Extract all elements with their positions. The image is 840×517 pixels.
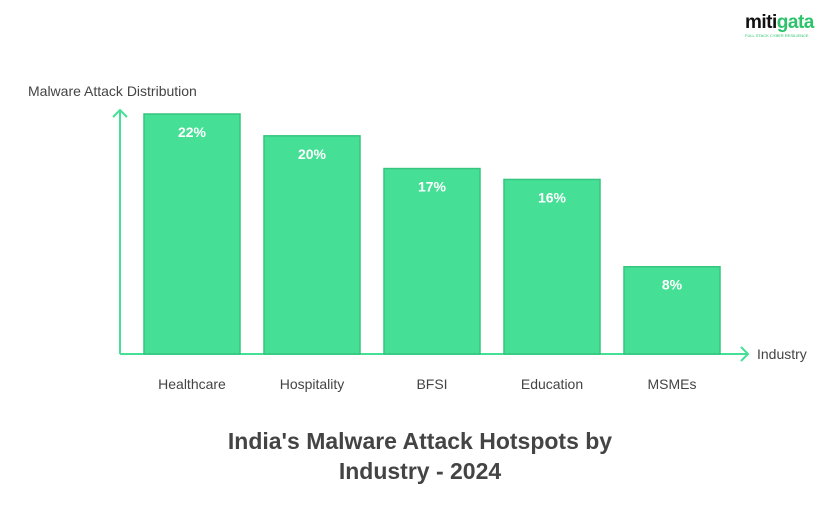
data-label: 20% (298, 146, 327, 162)
chart-title-line-1: India's Malware Attack Hotspots by (227, 428, 613, 454)
data-label: 16% (538, 189, 567, 205)
x-tick-label: Hospitality (280, 376, 345, 392)
data-label: 17% (418, 179, 447, 195)
x-tick-label: MSMEs (648, 376, 697, 392)
x-tick-label: Education (521, 376, 583, 392)
chart-title-line-2: Industry - 2024 (338, 458, 502, 484)
logo-text-b: gata (776, 12, 815, 33)
x-tick-label: Healthcare (158, 376, 226, 392)
data-label: 22% (178, 124, 207, 140)
x-axis-label: Industry (757, 346, 807, 362)
bar-education (503, 178, 601, 355)
bar-hospitality (263, 135, 361, 355)
bar-msmes (623, 265, 721, 355)
y-axis-label: Malware Attack Distribution (28, 83, 197, 99)
logo-text-a: miti (745, 12, 777, 33)
logo-tagline: FULL STACK CYBER RESILIENCE (745, 33, 809, 38)
chart-title: India's Malware Attack Hotspots by Indus… (0, 426, 840, 486)
mitigata-logo: mitigata FULL STACK CYBER RESILIENCE (745, 12, 825, 38)
x-tick-label: BFSI (416, 376, 447, 392)
bar-healthcare (143, 113, 241, 355)
bar-bfsi (383, 167, 481, 355)
x-axis-arrow (740, 346, 750, 362)
y-axis-arrow (112, 108, 128, 118)
data-label: 8% (662, 277, 683, 293)
